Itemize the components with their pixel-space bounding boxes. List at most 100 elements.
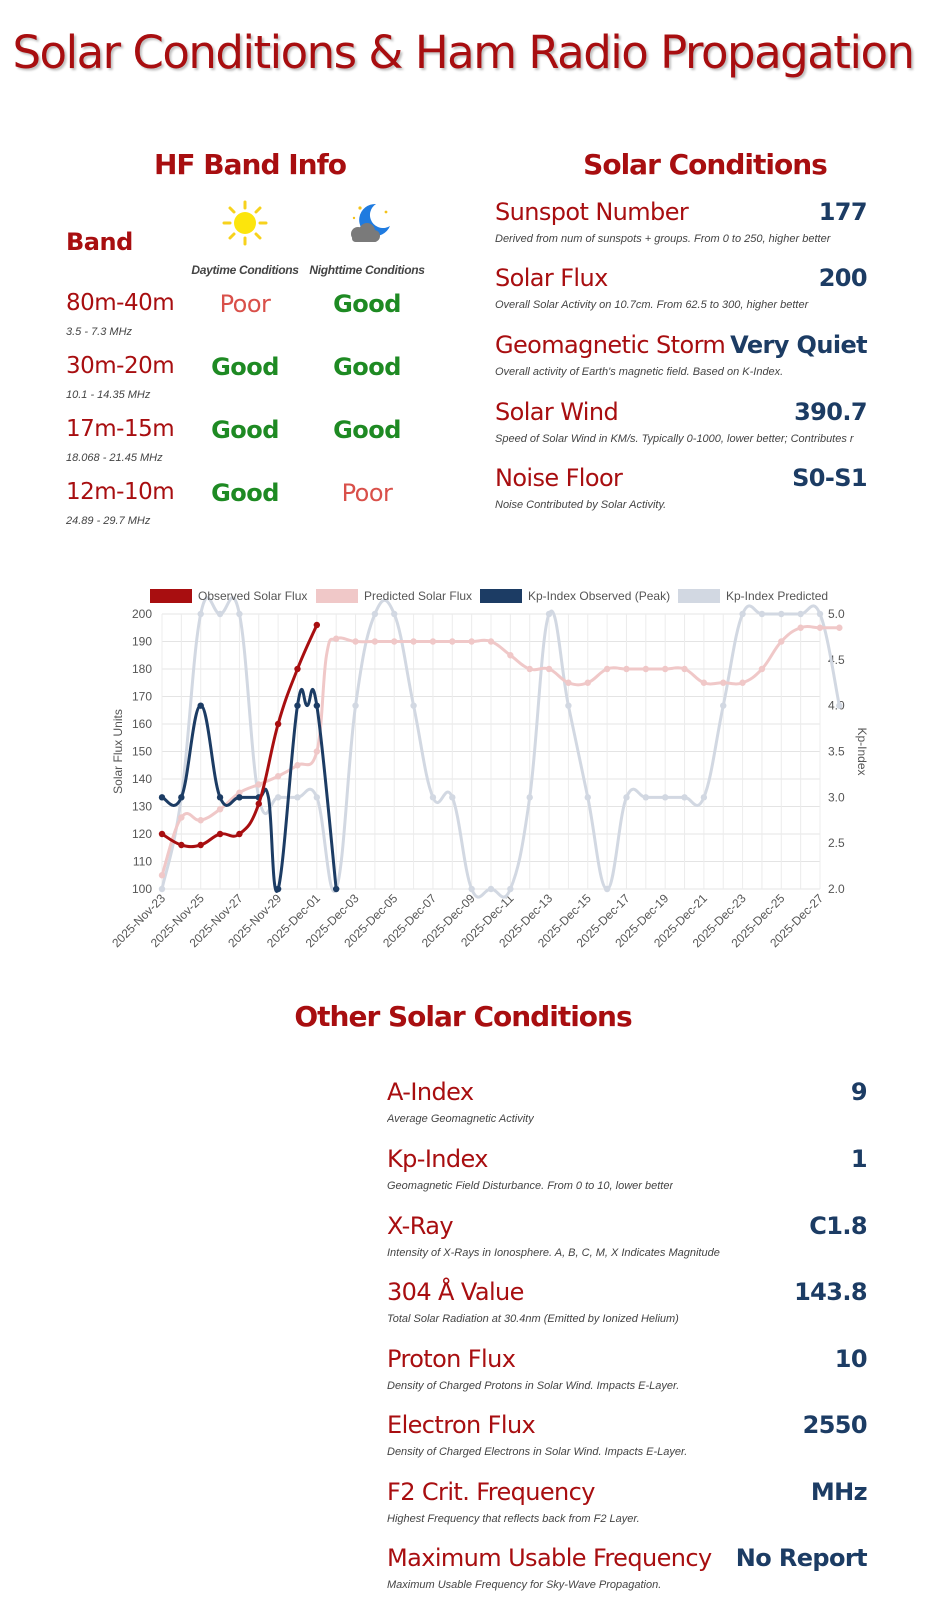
data-point bbox=[410, 638, 417, 645]
data-point bbox=[255, 800, 262, 807]
condition-description: Average Geomagnetic Activity bbox=[387, 1113, 534, 1125]
data-point bbox=[836, 702, 843, 709]
data-point bbox=[642, 794, 650, 801]
data-point bbox=[720, 679, 727, 686]
data-point bbox=[216, 610, 224, 618]
data-point bbox=[429, 638, 437, 645]
condition-label: Electron Flux bbox=[387, 1411, 536, 1439]
condition-label: X-Ray bbox=[387, 1212, 454, 1240]
data-point bbox=[681, 665, 688, 673]
nighttime-header: Nighttime Conditions bbox=[309, 263, 425, 277]
data-point bbox=[371, 638, 379, 645]
condition-value: C1.8 bbox=[809, 1212, 867, 1240]
data-point bbox=[565, 679, 572, 686]
data-point bbox=[429, 794, 437, 801]
condition-value: 2550 bbox=[802, 1411, 868, 1439]
data-point bbox=[468, 885, 475, 893]
data-point bbox=[758, 665, 766, 673]
data-point bbox=[584, 679, 591, 686]
other-item-a-index: A-Index 9 Average Geomagnetic Activity bbox=[387, 1078, 868, 1138]
condition-label: Sunspot Number bbox=[495, 198, 689, 226]
solar-item-flux: Solar Flux 200 Overall Solar Activity on… bbox=[495, 264, 868, 324]
condition-label: Noise Floor bbox=[495, 464, 623, 492]
data-point bbox=[197, 841, 204, 849]
condition-value: 143.8 bbox=[794, 1278, 868, 1306]
data-point bbox=[178, 814, 185, 821]
legend-swatch bbox=[150, 589, 192, 603]
data-point bbox=[294, 762, 301, 769]
y2-tick-label: 5.0 bbox=[828, 607, 845, 621]
data-point bbox=[294, 665, 301, 673]
other-item-kp-index: Kp-Index 1 Geomagnetic Field Disturbance… bbox=[387, 1145, 868, 1205]
condition-description: Maximum Usable Frequency for Sky-Wave Pr… bbox=[387, 1579, 662, 1591]
condition-label: A-Index bbox=[387, 1078, 474, 1106]
data-point bbox=[468, 638, 475, 645]
data-point bbox=[487, 638, 495, 645]
data-point bbox=[836, 624, 843, 631]
data-point bbox=[720, 702, 727, 709]
data-point bbox=[816, 610, 824, 618]
data-point bbox=[584, 794, 591, 801]
data-point bbox=[216, 794, 224, 801]
data-point bbox=[197, 702, 204, 709]
data-point bbox=[758, 610, 766, 618]
data-point bbox=[332, 635, 340, 642]
nighttime-condition: Poor bbox=[341, 479, 393, 507]
condition-label: Maximum Usable Frequency bbox=[387, 1544, 712, 1572]
data-point bbox=[700, 679, 708, 686]
condition-description: Derived from num of sunspots + groups. F… bbox=[495, 233, 831, 245]
y-tick-label: 200 bbox=[132, 607, 152, 621]
data-point bbox=[236, 610, 243, 618]
condition-label: Kp-Index bbox=[387, 1145, 489, 1173]
data-point bbox=[274, 885, 282, 893]
data-point bbox=[178, 794, 185, 801]
hf-band-title: HF Band Info bbox=[153, 148, 347, 181]
y2-tick-label: 3.0 bbox=[828, 790, 845, 804]
other-item-304: 304 Å Value 143.8 Total Solar Radiation … bbox=[387, 1278, 868, 1338]
data-point bbox=[526, 794, 533, 801]
data-point bbox=[274, 794, 282, 801]
data-point bbox=[603, 885, 611, 893]
data-point bbox=[545, 665, 553, 673]
band-header: Band bbox=[66, 228, 133, 256]
condition-description: Highest Frequency that reflects back fro… bbox=[387, 1513, 640, 1525]
condition-value: 390.7 bbox=[794, 398, 868, 426]
data-point bbox=[526, 665, 533, 673]
condition-label: Solar Flux bbox=[495, 264, 608, 292]
data-point bbox=[449, 638, 456, 645]
data-point bbox=[158, 830, 166, 838]
y-tick-label: 150 bbox=[132, 745, 152, 759]
legend-label: Kp-Index Predicted bbox=[726, 589, 828, 603]
daytime-condition: Good bbox=[211, 353, 279, 381]
other-item-muf: Maximum Usable Frequency No Report Maxim… bbox=[387, 1544, 868, 1604]
data-point bbox=[158, 794, 166, 801]
other-item-x-ray: X-Ray C1.8 Intensity of X-Rays in Ionosp… bbox=[387, 1212, 868, 1272]
data-point bbox=[391, 610, 398, 618]
data-point bbox=[816, 624, 824, 631]
band-row: 30m-20m 10.1 - 14.35 MHz Good Good bbox=[66, 353, 456, 415]
data-point bbox=[313, 702, 321, 709]
condition-label: F2 Crit. Frequency bbox=[387, 1478, 595, 1506]
data-point bbox=[352, 638, 359, 645]
y-axis-title: Solar Flux Units bbox=[111, 709, 125, 794]
y2-axis-title: Kp-Index bbox=[855, 727, 869, 775]
data-point bbox=[352, 702, 359, 709]
y-tick-label: 180 bbox=[132, 662, 152, 676]
data-point bbox=[661, 665, 669, 673]
page-title: Solar Conditions & Ham Radio Propagation bbox=[12, 26, 915, 79]
data-point bbox=[294, 794, 301, 801]
solar-item-geomagnetic: Geomagnetic Storm Very Quiet Overall act… bbox=[495, 331, 868, 391]
condition-description: Intensity of X-Rays in Ionosphere. A, B,… bbox=[387, 1247, 720, 1259]
legend-label: Predicted Solar Flux bbox=[364, 589, 472, 603]
y2-tick-label: 2.0 bbox=[828, 882, 845, 896]
y-tick-label: 120 bbox=[132, 827, 152, 841]
data-point bbox=[778, 638, 785, 645]
condition-description: Total Solar Radiation at 30.4nm (Emitted… bbox=[387, 1313, 679, 1325]
condition-value: No Report bbox=[735, 1544, 868, 1572]
data-point bbox=[197, 817, 204, 824]
data-point bbox=[236, 789, 243, 796]
solar-item-wind: Solar Wind 390.7 Speed of Solar Wind in … bbox=[495, 398, 868, 458]
condition-value: 9 bbox=[850, 1078, 868, 1106]
nighttime-condition: Good bbox=[333, 353, 401, 381]
y-tick-label: 160 bbox=[132, 717, 152, 731]
